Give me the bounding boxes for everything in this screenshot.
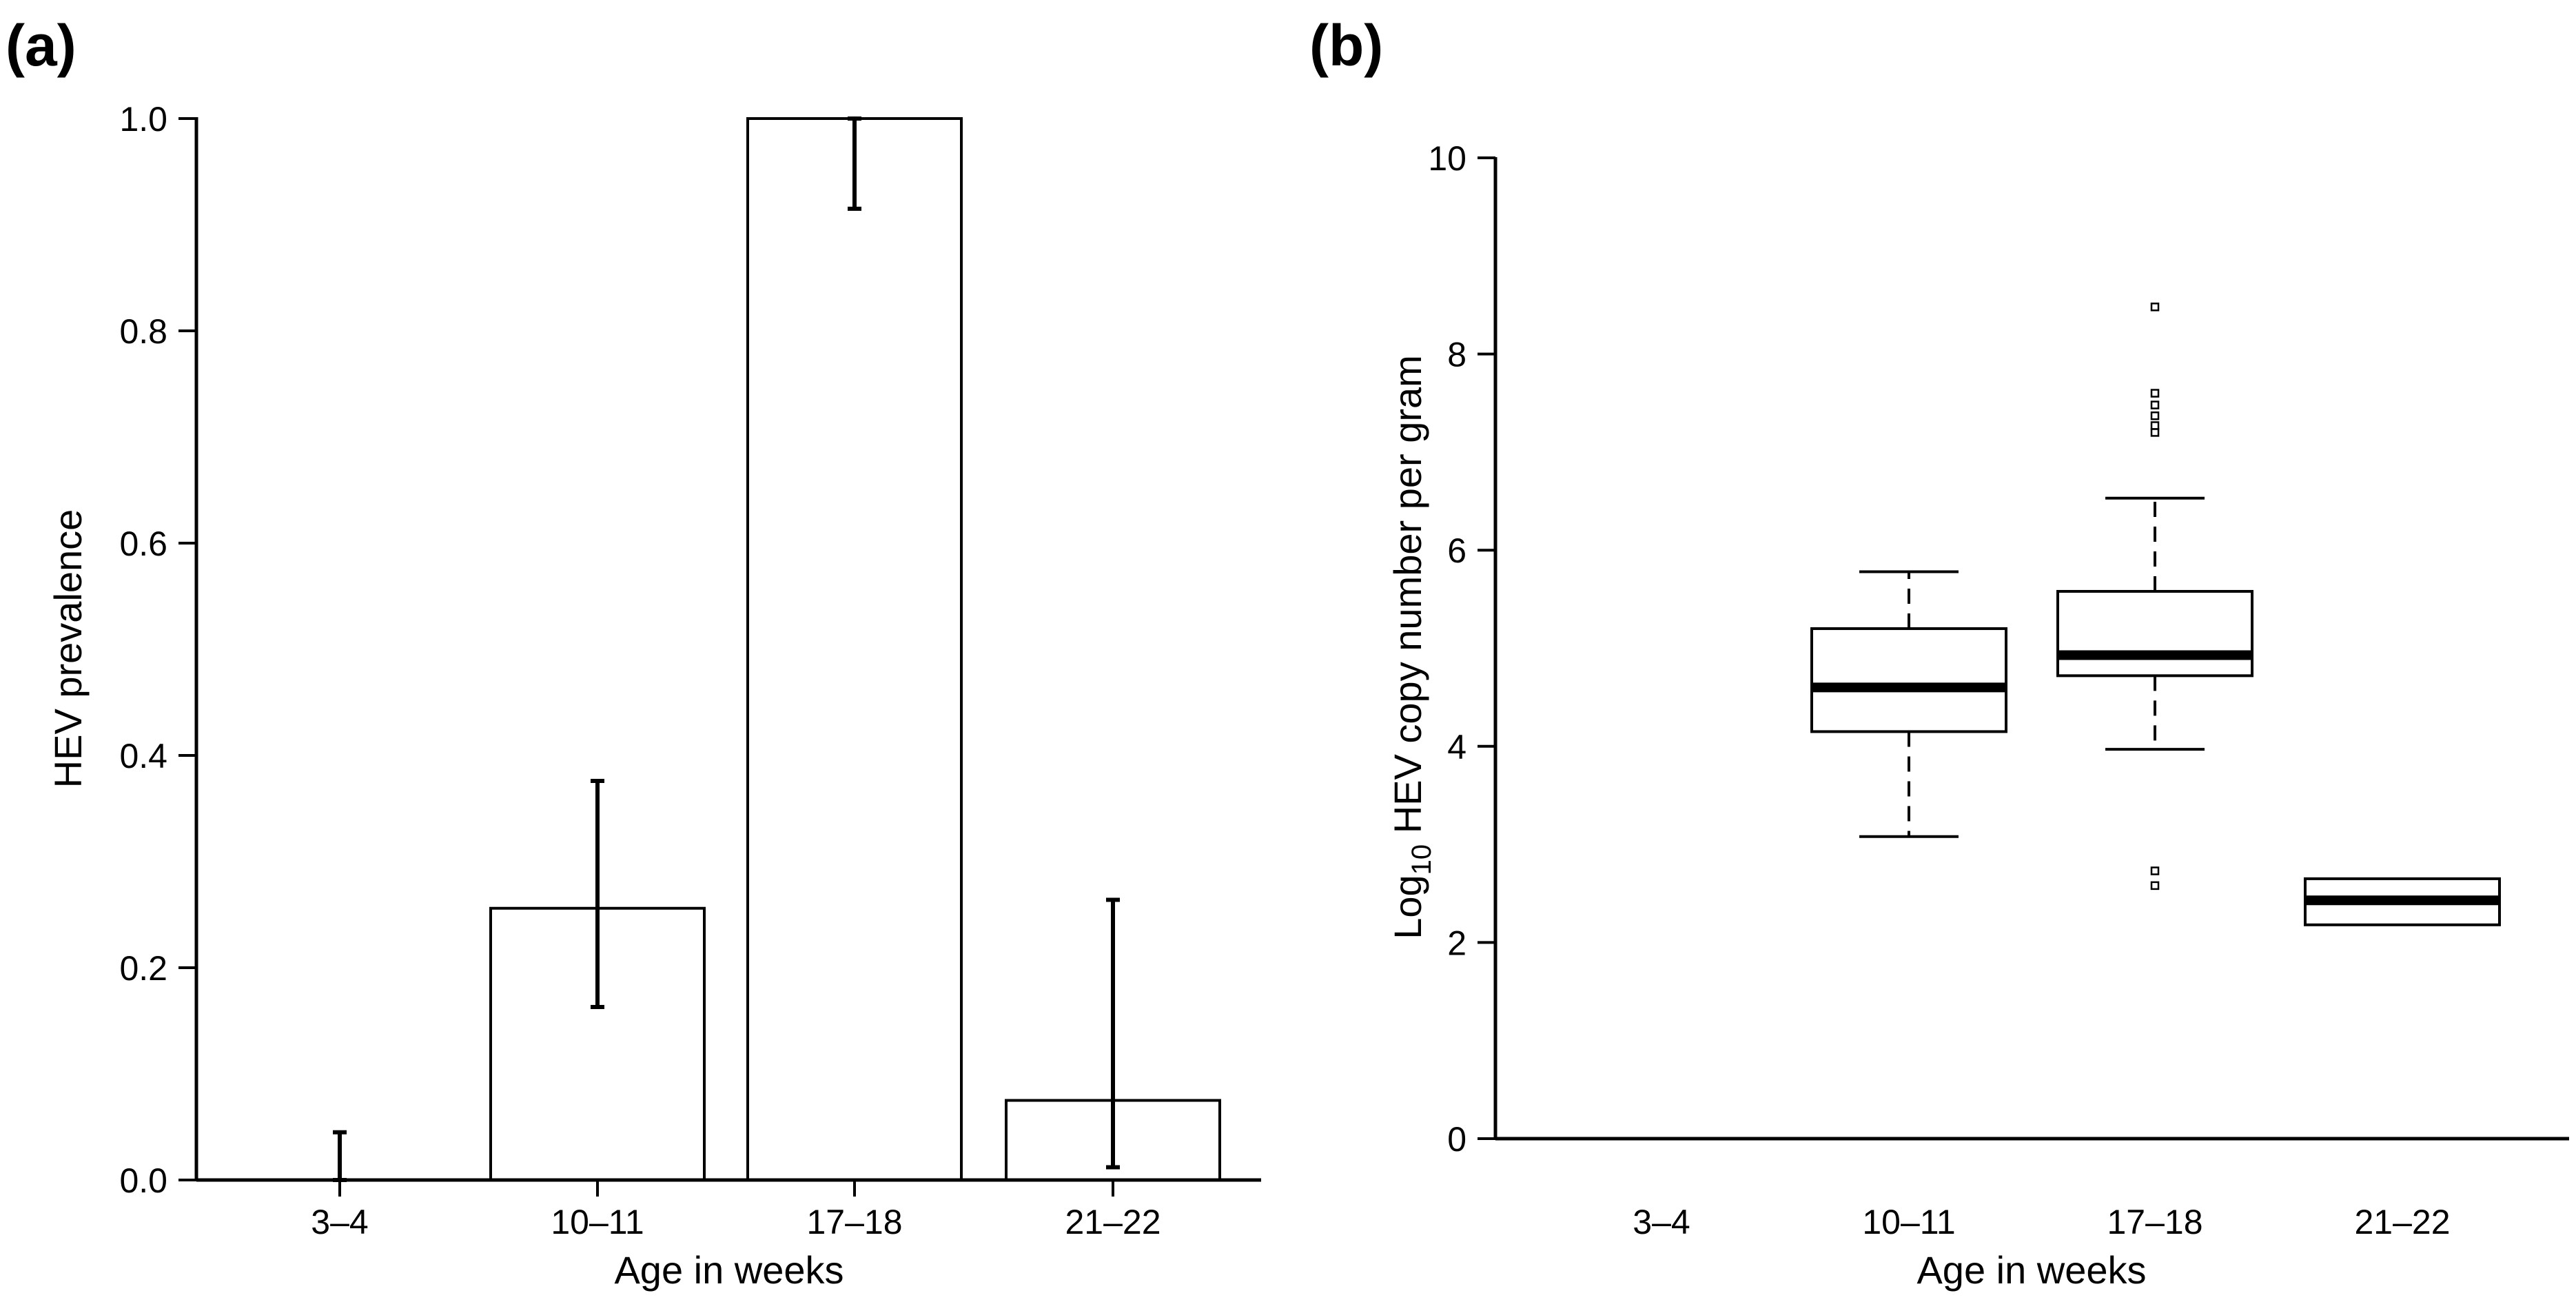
panel-b-outlier-point	[2150, 303, 2160, 312]
panel-b-y-tick-label: 10	[1428, 139, 1466, 178]
panel-a-bar-chart: (a) 0.0 0.2 0.4 0.6 0.8 1.0 3–4 10–11 17–18 21–2…	[6, 13, 1261, 1292]
panel-b-outlier-point	[2150, 428, 2160, 437]
panel-b-y-axis-title: Log10 HEV copy number per gram	[1386, 355, 1437, 939]
panel-b-x-tick-label: 10–11	[1862, 1203, 1955, 1241]
panel-a-bars	[489, 117, 1221, 1181]
panel-b-box	[1810, 627, 2007, 733]
panel-a-y-tick-label: 0.4	[119, 737, 167, 775]
panel-a-x-tick-label: 3–4	[311, 1203, 368, 1241]
panel-a-y-tick-label: 0.6	[119, 525, 167, 563]
panel-b-y-tick-label: 8	[1447, 336, 1466, 374]
panel-b-outlier-point	[2150, 389, 2160, 398]
panel-b-box-plot: (b) 0 2 4 6 8 10 3–4 10–11 17–18 21–22 Age in we…	[1309, 13, 2569, 1292]
panel-a-x-tick-label: 10–11	[551, 1203, 644, 1241]
panel-b-boxes	[1810, 303, 2501, 926]
panel-b-outlier-point	[2150, 881, 2160, 891]
panel-a-bar	[746, 117, 963, 1181]
panel-a-y-ticks: 0.0 0.2 0.4 0.6 0.8 1.0	[119, 100, 196, 1200]
panel-b-box-group	[2056, 303, 2253, 891]
panel-b-y-tick-label: 2	[1447, 924, 1466, 962]
panel-b-box-group	[1810, 570, 2007, 838]
panel-b-box	[2056, 589, 2253, 678]
panel-b-x-tick-label: 17–18	[2107, 1203, 2202, 1241]
panel-b-box-group	[2304, 877, 2501, 926]
panel-b-outlier-point	[2150, 421, 2160, 430]
panel-b-y-axis-title-subscript: 10	[1407, 844, 1437, 875]
panel-a-y-tick-label: 1.0	[119, 100, 167, 139]
panel-a-x-tick-label: 21–22	[1065, 1203, 1161, 1241]
panel-b-label: (b)	[1309, 13, 1383, 78]
panel-b-x-tick-label: 3–4	[1633, 1203, 1690, 1241]
panel-a-y-tick-label: 0.2	[119, 949, 167, 988]
panel-b-x-axis-title: Age in weeks	[1916, 1248, 2146, 1292]
panel-a-label: (a)	[6, 13, 76, 78]
panel-b-y-tick-label: 6	[1447, 531, 1466, 570]
panel-a-y-tick-label: 0.8	[119, 312, 167, 351]
panel-b-x-ticks: 3–4 10–11 17–18 21–22	[1633, 1203, 2450, 1241]
panel-b-y-ticks: 0 2 4 6 8 10	[1428, 139, 1495, 1159]
panel-a-y-tick-label: 0.0	[119, 1161, 167, 1200]
panel-b-x-tick-label: 21–22	[2354, 1203, 2450, 1241]
panel-a-x-tick-label: 17–18	[806, 1203, 902, 1241]
panel-b-y-axis-title-rest: HEV copy number per gram	[1386, 355, 1429, 844]
panel-a-x-ticks: 3–4 10–11 17–18 21–22	[311, 1180, 1161, 1241]
panel-b-outlier-point	[2150, 866, 2160, 875]
panel-a-y-axis-title: HEV prevalence	[46, 509, 90, 789]
panel-b-outlier-point	[2150, 400, 2160, 409]
panel-b-y-axis-title-prefix: Log	[1386, 875, 1429, 939]
panel-a-error-bars	[333, 116, 1120, 1182]
panel-b-y-tick-label: 0	[1447, 1120, 1466, 1159]
panel-b-y-tick-label: 4	[1447, 728, 1466, 766]
panel-a-x-axis-title: Age in weeks	[614, 1248, 844, 1292]
panel-b-outlier-point	[2150, 411, 2160, 420]
